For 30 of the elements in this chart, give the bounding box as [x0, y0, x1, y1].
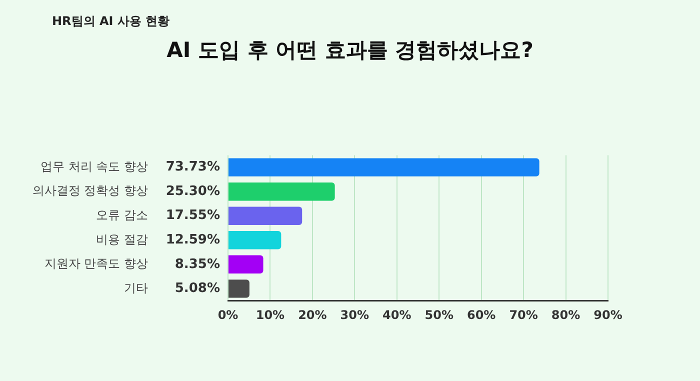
- data-label: 8.35%: [174, 256, 220, 272]
- bar: [228, 231, 282, 250]
- x-tick-label: 0%: [218, 308, 238, 322]
- x-tick-label: 20%: [298, 308, 327, 322]
- y-tick-label: 의사결정 정확성 향상: [32, 184, 148, 198]
- bar: [228, 158, 540, 176]
- text: HR팀의 AI 사용 현황: [52, 13, 170, 30]
- data-label: 12.59%: [166, 232, 220, 248]
- data-label: 25.30%: [166, 184, 220, 199]
- bar: [228, 280, 250, 298]
- y-tick-label: 오류 감소: [96, 208, 148, 222]
- y-tick-label: 기타: [124, 280, 148, 295]
- data-label: 5.08%: [174, 281, 220, 296]
- bar: [228, 206, 302, 225]
- x-tick-label: 10%: [256, 308, 285, 322]
- y-tick-label: 비용 절감: [96, 232, 148, 246]
- data-label: 17.55%: [166, 208, 220, 224]
- y-tick-label: 지원자 만족도 향상: [44, 256, 148, 271]
- x-tick-label: 30%: [340, 308, 370, 322]
- x-tick-label: 90%: [594, 308, 622, 322]
- x-tick-label: 80%: [551, 308, 580, 322]
- chart-title: AI 도입 후 어떤 효과를 경험하셨나요?: [166, 37, 534, 64]
- x-tick-label: 40%: [382, 308, 412, 322]
- data-label: 73.73%: [166, 160, 220, 175]
- bar: [228, 255, 264, 274]
- x-tick-label: 70%: [509, 308, 538, 322]
- x-tick-label: 60%: [466, 308, 496, 322]
- y-tick-label: 업무 처리 속도 향상: [40, 159, 148, 174]
- x-tick-label: 50%: [424, 308, 454, 322]
- bar: [228, 182, 335, 201]
